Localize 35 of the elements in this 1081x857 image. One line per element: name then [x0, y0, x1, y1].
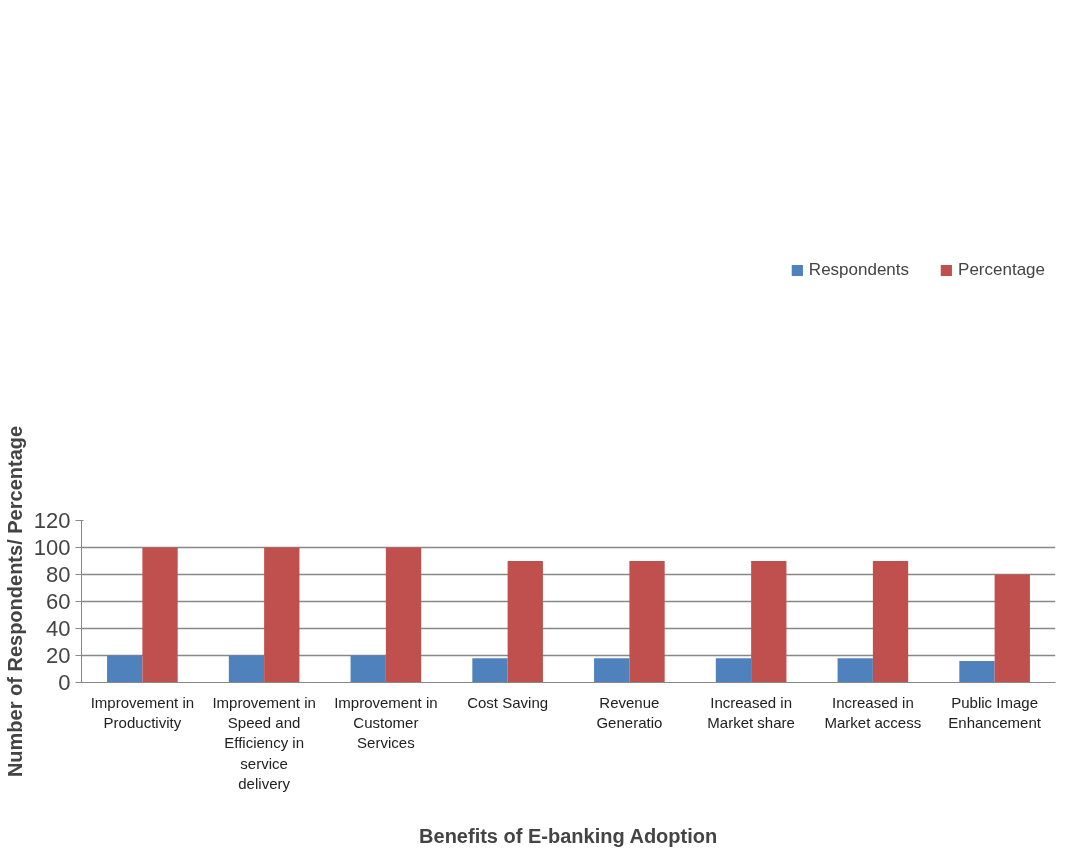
- x-tick-label: Cost Saving: [467, 693, 549, 711]
- bar: [107, 655, 143, 683]
- bar: [264, 547, 300, 683]
- y-tick-label: 20: [46, 643, 71, 668]
- bar: [472, 658, 508, 683]
- bar: [715, 658, 752, 683]
- bar: [837, 658, 873, 683]
- bar: [959, 660, 995, 683]
- x-tick-label: Increased in Market share: [707, 693, 795, 731]
- x-tick-label: Improvement in Customer Services: [334, 693, 438, 752]
- bar: [142, 547, 178, 683]
- y-tick-label: 0: [58, 670, 71, 695]
- legend-label: Respondents: [808, 260, 910, 280]
- y-tick-label: 80: [46, 562, 71, 587]
- x-tick-label: Public Image Enhancement: [948, 693, 1042, 731]
- x-tick-label: Improvement in Productivity: [90, 693, 195, 731]
- bar: [350, 655, 386, 683]
- bar: [507, 561, 543, 683]
- bar: [994, 574, 1030, 683]
- legend-label: Percentage: [958, 260, 1045, 280]
- bar: [751, 561, 787, 683]
- x-axis-title: Benefits of E-banking Adoption: [419, 825, 718, 848]
- bar: [594, 658, 630, 683]
- y-axis-title: Number of Respondents/ Percentage: [3, 425, 26, 778]
- bar: [872, 561, 909, 683]
- x-tick-label: Increased in Market access: [824, 693, 922, 731]
- y-tick-label: 60: [46, 589, 71, 614]
- x-tick-label: Revenue Generatio: [596, 693, 663, 731]
- bar: [629, 561, 665, 683]
- bar: [228, 655, 265, 683]
- bar: [385, 547, 422, 683]
- y-tick-label: 120: [33, 508, 71, 533]
- y-tick-label: 100: [33, 535, 71, 560]
- y-tick-label: 40: [46, 616, 71, 641]
- x-tick-label: Improvement in Speed and Efficiency in service delivery: [212, 693, 316, 793]
